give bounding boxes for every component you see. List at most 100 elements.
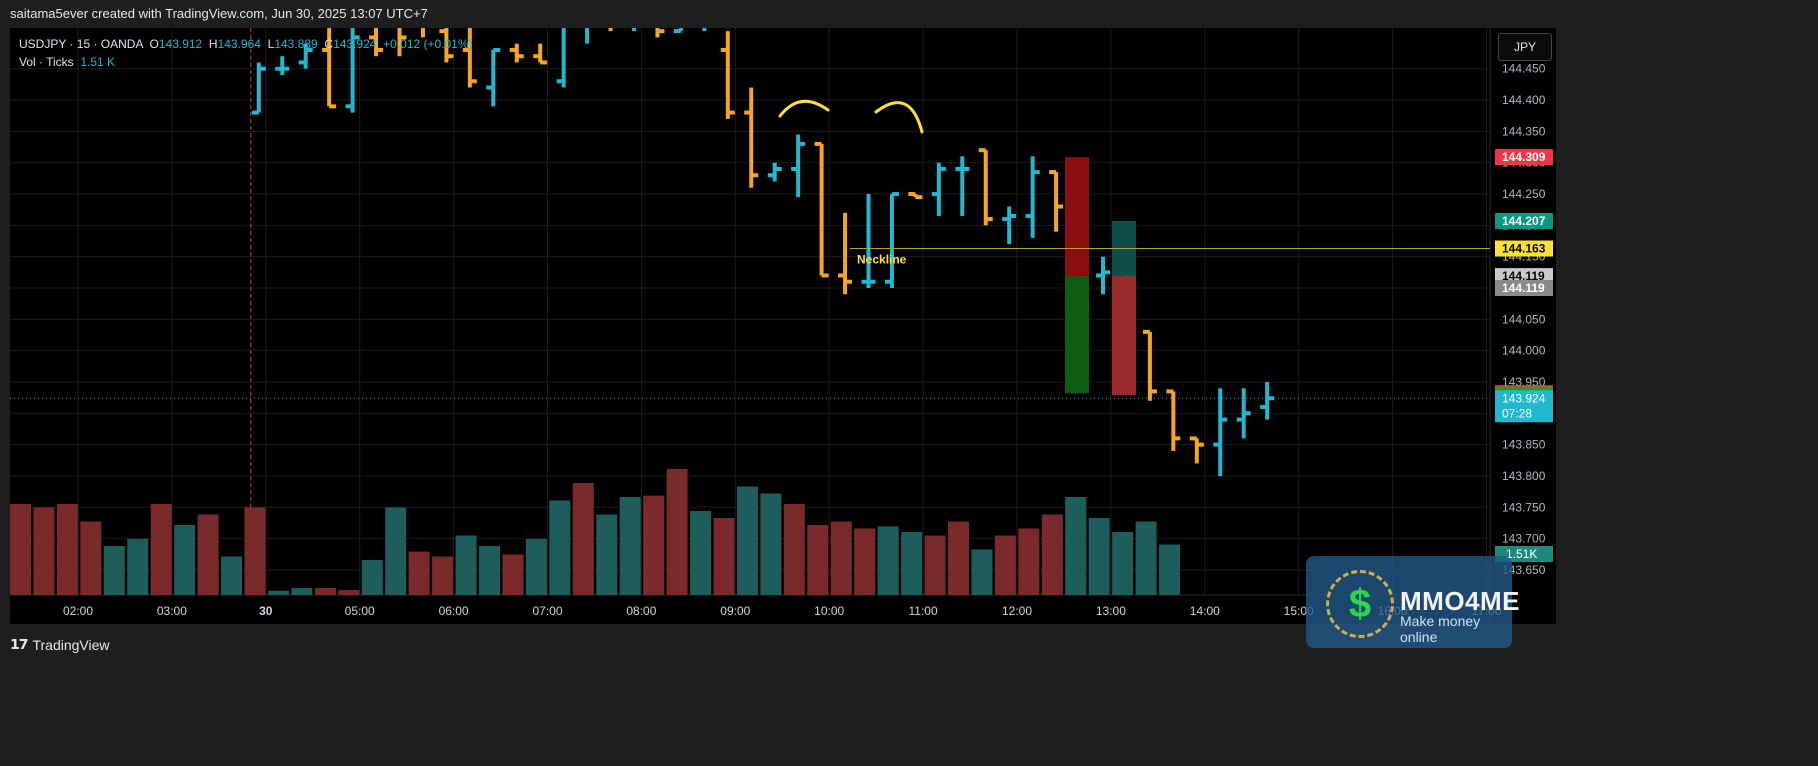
price-tick-label: 143.850: [1502, 438, 1546, 452]
time-tick-label: 03:00: [157, 604, 187, 618]
low-value: 143.889: [274, 37, 318, 51]
price-tick-label: 144.350: [1502, 124, 1546, 138]
volume-bar: [854, 528, 876, 595]
price-badge-label: 144.163: [1502, 242, 1546, 256]
volume-bar: [643, 495, 665, 595]
chart-caption: saitama5ever created with TradingView.co…: [10, 6, 428, 21]
price-tick-label: 143.650: [1502, 563, 1546, 577]
volume-badge-label: 1.51K: [1506, 547, 1537, 561]
volume-bar: [314, 588, 336, 595]
volume-bar: [385, 507, 407, 595]
tradingview-mark-icon: 𝟭𝟳: [10, 636, 29, 652]
volume-bar: [1088, 518, 1110, 595]
time-tick-label: 06:00: [439, 604, 469, 618]
watermark-subtitle: Make money online: [1400, 613, 1481, 645]
price-tick-label: 144.450: [1502, 62, 1546, 76]
price-tick-label: 144.250: [1502, 187, 1546, 201]
high-value: 143.964: [217, 37, 261, 51]
volume-bar: [80, 521, 102, 595]
volume-bar: [948, 521, 969, 595]
price-badge: [1495, 149, 1553, 166]
volume-bar: [56, 504, 78, 595]
price-badge-label: 144.119: [1502, 281, 1545, 295]
volume-bar: [338, 590, 360, 595]
volume-bar: [174, 525, 196, 595]
volume-bar: [10, 504, 31, 595]
volume-bar: [901, 532, 923, 595]
price-badge-label: 144.309: [1502, 150, 1546, 164]
time-tick-label: 13:00: [1096, 604, 1126, 618]
last-price-badge: [1495, 390, 1553, 423]
price-tick-label: 143.800: [1502, 469, 1546, 483]
volume-bar: [807, 525, 829, 595]
volume-bar: [1159, 544, 1181, 595]
volume-bar: [361, 560, 383, 595]
price-tick-label: 144.000: [1502, 344, 1546, 358]
volume-bar: [549, 500, 571, 595]
volume-bar: [150, 504, 172, 595]
tradingview-logo[interactable]: 𝟭𝟳 TradingView: [10, 636, 110, 653]
volume-bar: [103, 546, 125, 595]
volume-bar: [432, 556, 454, 595]
price-badge: [1495, 280, 1553, 297]
watermark-title: MMO4ME: [1400, 586, 1520, 616]
countdown-label: 07:28: [1502, 406, 1532, 420]
volume-bar: [596, 514, 618, 595]
price-badge-label: 144.119: [1502, 269, 1545, 283]
last-price-label: 143.924: [1502, 391, 1546, 405]
time-tick-label: 12:00: [1002, 604, 1032, 618]
time-tick-label: 10:00: [814, 604, 844, 618]
volume-bar: [267, 590, 289, 595]
volume-bar: [127, 539, 149, 595]
volume-bar: [502, 554, 524, 595]
volume-bar: [783, 504, 805, 595]
price-chart[interactable]: Neckline144.450144.400144.350144.300144.…: [10, 28, 1556, 624]
volume-bar: [971, 549, 993, 595]
price-badge: [1495, 240, 1553, 257]
price-badge: [1495, 212, 1553, 229]
volume-bar: [666, 469, 688, 595]
volume-bar: [408, 551, 430, 595]
volume-bar: [760, 493, 782, 595]
open-label: O: [149, 37, 159, 51]
volume-bar: [690, 511, 712, 595]
volume-bar: [713, 518, 735, 595]
right-shoulder-mark: [874, 101, 924, 134]
volume-label: Vol · Ticks: [19, 55, 74, 69]
currency-button[interactable]: JPY: [1498, 33, 1552, 61]
chart-area[interactable]: Neckline144.450144.400144.350144.300144.…: [10, 28, 1556, 624]
volume-bar: [33, 507, 55, 595]
volume-bar: [221, 556, 243, 595]
time-tick-label: 30: [259, 604, 273, 618]
dollar-coin-icon: $: [1326, 570, 1394, 638]
volume-bar: [291, 588, 313, 595]
price-tick-label: 143.700: [1502, 532, 1546, 546]
low-label: L: [267, 37, 275, 51]
high-label: H: [208, 37, 218, 51]
symbol-legend: USDJPY · 15 · OANDA O143.912 H143.964 L1…: [19, 37, 473, 51]
stop-zone-2: [1112, 276, 1136, 396]
volume-bar: [197, 514, 219, 595]
time-tick-label: 09:00: [720, 604, 750, 618]
neckline-label: Neckline: [857, 253, 907, 267]
volume-bar: [244, 507, 266, 595]
price-tick-label: 143.750: [1502, 500, 1546, 514]
time-tick-label: 11:00: [909, 604, 938, 618]
tradingview-brand: TradingView: [32, 636, 110, 653]
volume-bar: [1018, 528, 1040, 595]
price-tick-label: 144.050: [1502, 312, 1546, 326]
symbol-name: USDJPY · 15 · OANDA: [19, 37, 143, 51]
close-value: 143.924: [333, 37, 377, 51]
time-tick-label: 07:00: [532, 604, 562, 618]
volume-bar: [525, 539, 547, 595]
volume-bar: [994, 535, 1016, 595]
time-tick-label: 02:00: [63, 604, 93, 618]
mmo4me-watermark: $ MMO4ME Make money online: [1306, 556, 1520, 648]
left-shoulder-mark: [778, 99, 830, 118]
time-tick-label: 08:00: [626, 604, 656, 618]
volume-bar: [736, 486, 758, 595]
volume-bar: [455, 535, 477, 595]
time-tick-label: 14:00: [1190, 604, 1220, 618]
volume-bar: [479, 546, 500, 595]
open-value: 143.912: [158, 37, 203, 51]
